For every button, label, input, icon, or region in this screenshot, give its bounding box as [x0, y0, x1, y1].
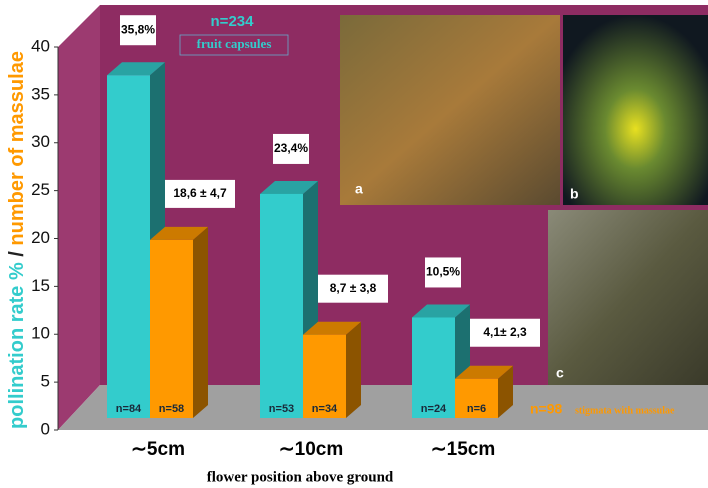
photo-label: b	[570, 186, 579, 202]
photo	[563, 15, 708, 205]
bar	[303, 321, 361, 418]
bar-side	[346, 321, 361, 418]
photo	[340, 15, 560, 205]
y-tick-label: 5	[41, 372, 50, 391]
sample-label: n=58	[159, 403, 184, 415]
bar-side	[193, 226, 208, 418]
bar-side	[498, 365, 513, 418]
value-label: 35,8%	[121, 22, 155, 36]
value-label-box	[120, 15, 156, 46]
value-label: 23,4%	[274, 141, 308, 155]
y-tick-label: 25	[31, 180, 50, 199]
annotation: fruit capsules	[197, 36, 272, 51]
x-tick-label: ∼10cm	[279, 439, 344, 460]
bar-front	[412, 317, 455, 418]
sample-label: n=6	[467, 403, 486, 415]
value-label-box	[425, 257, 461, 288]
bar-top	[303, 321, 361, 335]
sample-label: n=34	[312, 403, 338, 415]
bar-top	[260, 180, 318, 194]
annotation: n=98	[530, 401, 563, 417]
side-wall	[58, 5, 100, 430]
floor	[58, 385, 708, 430]
value-label: 18,6 ± 4,7	[173, 186, 227, 200]
photo-label: c	[556, 365, 564, 381]
y-tick-label: 15	[31, 276, 50, 295]
sample-label: n=53	[269, 403, 294, 415]
y-tick-label: 30	[31, 132, 50, 151]
y-tick-label: 20	[31, 228, 50, 247]
y-axis-label: pollination rate % / number of massulae	[6, 51, 28, 429]
y-axis-label-part: number of massulae	[6, 51, 28, 246]
annotation: n=234	[211, 13, 255, 30]
bar-front	[455, 378, 498, 418]
y-tick-label: 40	[31, 36, 50, 55]
y-axis-label-part: /	[6, 251, 28, 257]
value-label-box	[318, 274, 388, 303]
value-label: 8,7 ± 3,8	[330, 281, 377, 295]
bar-top	[150, 226, 208, 240]
x-axis-label: flower position above ground	[207, 469, 394, 485]
bar-front	[107, 75, 150, 418]
y-axis-label-part: pollination rate %	[6, 262, 28, 429]
value-label-box	[273, 133, 309, 164]
bar	[455, 365, 513, 418]
sample-label: n=84	[116, 403, 142, 415]
y-tick-label: 0	[41, 419, 50, 438]
x-tick-label: ∼15cm	[431, 439, 496, 460]
bar-top	[455, 365, 513, 379]
photo-label: a	[355, 181, 363, 197]
annotation: stigmata with massulae	[575, 405, 675, 416]
bar	[150, 226, 208, 418]
x-tick-label: ∼5cm	[131, 439, 185, 460]
y-tick-label: 35	[31, 84, 50, 103]
bar-top	[107, 62, 165, 76]
sample-label: n=24	[421, 403, 447, 415]
bar	[412, 304, 470, 418]
y-tick-label: 10	[31, 324, 50, 343]
annotation-box	[179, 34, 289, 56]
value-label-box	[470, 318, 540, 347]
bar-front	[303, 334, 346, 418]
bar-front	[260, 193, 303, 418]
photo	[548, 210, 708, 385]
value-label: 10,5%	[426, 265, 460, 279]
value-label: 4,1± 2,3	[483, 325, 527, 339]
bar-front	[150, 239, 193, 418]
bar-top	[412, 304, 470, 318]
value-label-box	[165, 179, 235, 208]
